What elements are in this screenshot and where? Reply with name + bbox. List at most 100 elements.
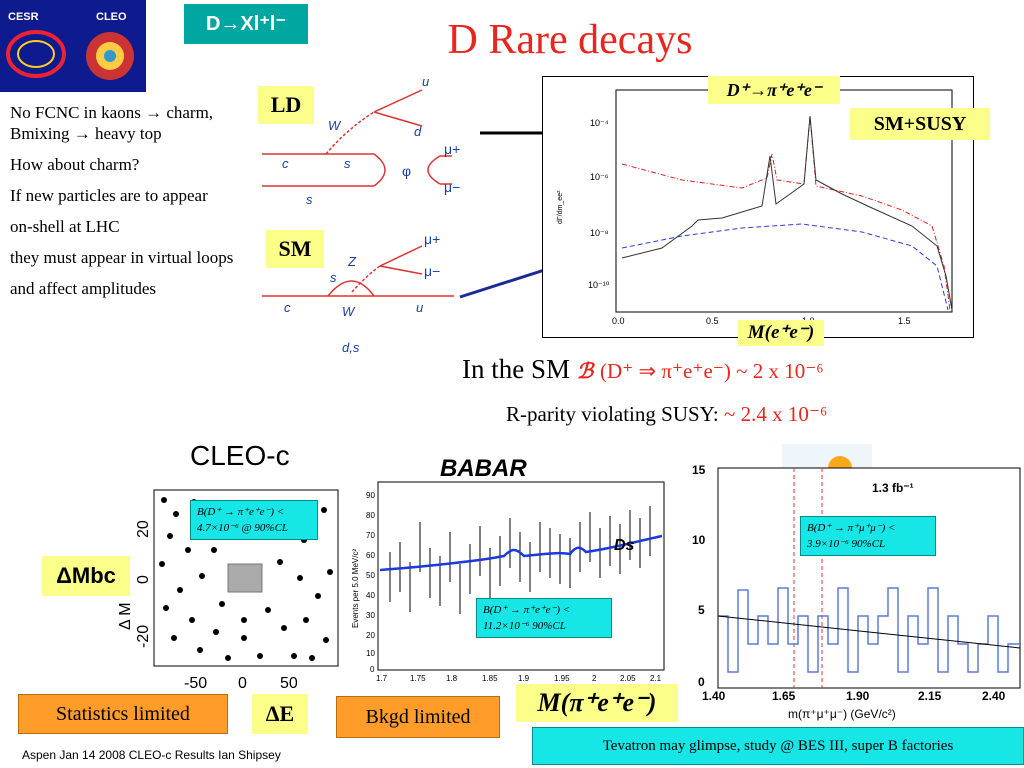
babar-xtick: 2.1 [650, 674, 662, 683]
sm-c: c [284, 300, 291, 315]
babar-ytick: 70 [366, 531, 375, 540]
d0-xtick: 2.15 [918, 689, 942, 703]
d0-ytick: 0 [698, 675, 705, 689]
d0-ytick: 15 [692, 463, 706, 477]
tevatron-note: Tevatron may glimpse, study @ BES III, s… [532, 727, 1024, 765]
cleoc-ytick: -20 [135, 625, 152, 648]
babar-xtick: 1.7 [376, 674, 388, 683]
in-sm-label: In the SM [462, 354, 570, 384]
ld-dbar: d [414, 124, 422, 139]
decay-tag: D→Xl⁺l⁻ [184, 4, 308, 44]
in-sm-value: (D⁺ ⇒ π⁺e⁺e⁻) ~ 2 x 10⁻⁶ [600, 359, 824, 383]
babar-xtick: 1.75 [410, 674, 426, 683]
delta-mbc-badge: ΔMbc [42, 556, 130, 596]
babar-xtick: 1.85 [482, 674, 498, 683]
ld-mu-minus: μ− [444, 179, 460, 195]
bullet-amplitudes: and affect amplitudes [10, 279, 157, 298]
babar-xtick: 2.05 [620, 674, 636, 683]
bkgd-limited-box: Bkgd limited [336, 696, 500, 738]
babar-xtick: 1.95 [554, 674, 570, 683]
babar-ytick: 20 [366, 631, 375, 640]
ld-phi: φ [402, 163, 411, 179]
bullet-bmixing: Bmixing → heavy top [10, 124, 162, 143]
sm-w: W [342, 304, 356, 319]
spectrum-ld-curve [621, 223, 949, 311]
spectrum-xtick: 0.0 [612, 316, 625, 326]
cleoc-ytick: 0 [135, 575, 152, 584]
d0-xlabel: m(π⁺μ⁺μ⁻) (GeV/c²) [788, 707, 896, 721]
ld-c: c [282, 156, 289, 171]
cleoc-xtick: 50 [280, 675, 298, 692]
babar-yticks: 90 80 70 60 50 40 30 20 10 0 [366, 491, 375, 674]
spectrum-ylabel: dΓ/dm_ee² [557, 190, 564, 224]
bullet-fcnc: No FCNC in kaons → charm, [10, 103, 214, 122]
spectrum-ytick: 10⁻⁸ [590, 228, 609, 238]
b-symbol-icon: ℬ [576, 359, 594, 383]
page-title: D Rare decays [447, 17, 693, 63]
cleo-logo-text: CLEO [96, 11, 127, 23]
babar-xtick: 1.8 [446, 674, 458, 683]
sm-dsbar: d,s [342, 340, 360, 355]
babar-limit-box: B(D⁺ → π⁺e⁺e⁻) < 11.2×10⁻⁶ 90%CL [476, 598, 612, 638]
sm-mu-minus: μ− [424, 263, 440, 279]
babar-fit-curve [379, 534, 663, 572]
ld-u: u [422, 74, 429, 89]
sm-z: Z [347, 254, 357, 269]
d0-ytick: 10 [692, 533, 706, 547]
signal-box [227, 563, 263, 593]
bullet-charm: How about charm? [10, 155, 140, 174]
sm-prediction: In the SM ℬ (D⁺ ⇒ π⁺e⁺e⁻) ~ 2 x 10⁻⁶ [462, 354, 824, 385]
d0-histogram: 1.3 fb⁻¹ 15 10 5 0 1.40 1.65 1.90 2.15 2… [692, 444, 1021, 721]
cesr-logo-text: CESR [8, 11, 39, 23]
d0-xtick: 1.65 [772, 689, 796, 703]
sm-label: SM [266, 230, 324, 268]
ds-label: Ds [614, 537, 635, 554]
bullet-lhc: on-shell at LHC [10, 217, 120, 236]
ld-w: W [328, 118, 342, 133]
mass-label-box: M(π⁺e⁺e⁻) [516, 684, 678, 722]
bullet-virtual-loops: they must appear in virtual loops [10, 248, 234, 267]
sm-susy-label: SM+SUSY [850, 108, 990, 140]
babar-xtick: 1.9 [518, 674, 530, 683]
ld-s: s [344, 156, 351, 171]
d0-xtick: 1.40 [702, 689, 726, 703]
decay-label: D⁺→π⁺e⁺e⁻ [708, 76, 840, 104]
rpv-prediction: R-parity violating SUSY: ~ 2.4 x 10⁻⁶ [506, 402, 827, 427]
spectrum-ytick: 10⁻⁴ [590, 118, 609, 128]
babar-xtick: 2 [592, 674, 597, 683]
babar-ytick: 80 [366, 511, 375, 520]
bullet-new-particles: If new particles are to appear [10, 186, 208, 205]
spectrum-sm-curve [621, 115, 953, 311]
spectrum-xtick: 1.5 [898, 316, 911, 326]
stat-limited-box: Statistics limited [18, 694, 228, 734]
d0-histogram-line [718, 587, 1020, 673]
ld-label: LD [258, 86, 314, 124]
rpv-value: ~ 2.4 x 10⁻⁶ [724, 402, 828, 426]
cleoc-xtick: -50 [184, 675, 207, 692]
cleoc-ytick: 20 [135, 520, 152, 538]
bullet-list: No FCNC in kaons → charm, Bmixing → heav… [10, 102, 268, 309]
delta-e-badge: ΔE [252, 694, 308, 734]
ld-sbar: s [306, 192, 313, 207]
logo-graphic: CESR CLEO [6, 11, 134, 80]
bullet-line: No FCNC in kaons → charm, Bmixing → heav… [10, 102, 268, 144]
d0-limit-box: B(D⁺ → π⁺μ⁺μ⁻) < 3.9×10⁻⁶ 90%CL [800, 516, 936, 556]
babar-ytick: 90 [366, 491, 375, 500]
mee-axis-label: M(e⁺e⁻) [738, 320, 824, 346]
spectrum-ytick: 10⁻⁶ [590, 172, 609, 182]
babar-histogram: BABAR Events per 5.0 MeV/c² 90 80 70 60 … [351, 455, 665, 683]
babar-ytick: 10 [366, 649, 375, 658]
babar-ytick: 40 [366, 591, 375, 600]
babar-ytick: 50 [366, 571, 375, 580]
babar-data-points [389, 506, 651, 614]
spectrum-xtick: 0.5 [706, 316, 719, 326]
sm-mu-plus: μ+ [424, 231, 440, 247]
babar-ytick: 30 [366, 611, 375, 620]
d0-xtick: 2.40 [982, 689, 1006, 703]
babar-logo: BABAR [440, 455, 527, 482]
d0-lumi: 1.3 fb⁻¹ [872, 481, 914, 495]
cleoc-xtick: 0 [238, 675, 247, 692]
footer-text: Aspen Jan 14 2008 CLEO-c Results Ian Shi… [22, 748, 281, 762]
babar-ytick: 60 [366, 551, 375, 560]
d0-ytick: 5 [698, 603, 705, 617]
